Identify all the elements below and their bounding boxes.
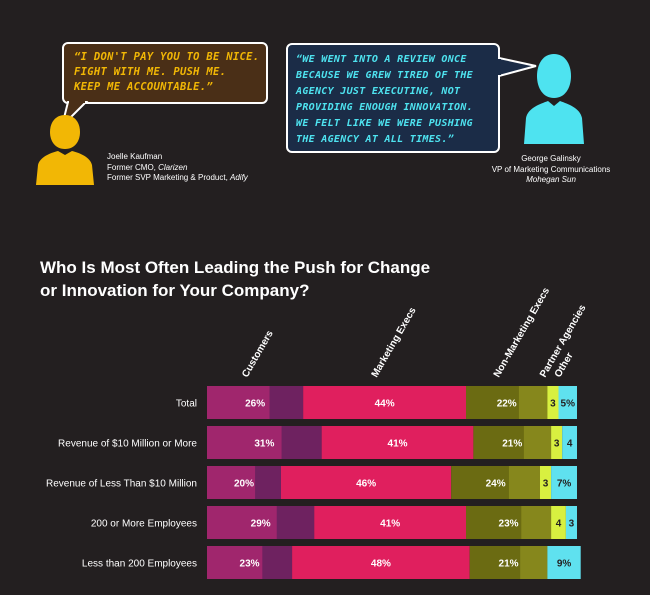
category-label: Total xyxy=(176,399,197,410)
data-label: 3 xyxy=(569,519,575,530)
category-label: Revenue of $10 Million or More xyxy=(58,439,197,450)
bar-segment-partner-agencies xyxy=(551,506,566,539)
data-label: 48% xyxy=(371,559,391,570)
quote-line: the agency at all times.” xyxy=(296,134,455,145)
data-label: 5% xyxy=(561,399,576,410)
quote-line: providing enough innovation. xyxy=(296,102,473,113)
data-label: 9% xyxy=(557,559,572,570)
person-name: Joelle Kaufman xyxy=(107,152,163,161)
quote-line: “I don't pay you to be nice. xyxy=(74,51,260,63)
quote-text-right: “We went into a review once because we g… xyxy=(288,45,498,148)
data-label: 23% xyxy=(240,559,260,570)
series-label-customers: Customers xyxy=(240,328,276,379)
bar-segment-shade-customers xyxy=(262,546,293,579)
chart-title: Who Is Most Often Leading the Push for C… xyxy=(40,256,430,302)
person-silhouette-left-icon xyxy=(36,115,94,185)
bar-segment-marketing-execs xyxy=(292,546,470,579)
data-label: 4 xyxy=(567,439,573,450)
bar-segment-other xyxy=(551,466,577,499)
person-title-2: Former SVP Marketing & Product, Adify xyxy=(107,173,248,182)
bar-segment-partner-agencies xyxy=(547,386,559,419)
quote-bubble-right: “We went into a review once because we g… xyxy=(286,43,500,153)
data-label: 41% xyxy=(380,519,400,530)
bar-segment-partner-agencies xyxy=(551,426,563,459)
bar-segment-shade-non-marketing-execs xyxy=(521,506,552,539)
bar-segment-shade-customers xyxy=(276,506,315,539)
category-label: 200 or More Employees xyxy=(91,519,197,530)
bar-segment-shade-non-marketing-execs xyxy=(508,466,540,499)
bar-segment-other xyxy=(558,386,577,419)
bar-segment-shade-non-marketing-execs xyxy=(520,546,548,579)
quote-line: We felt like we were pushing xyxy=(296,118,473,129)
data-label: 21% xyxy=(502,439,522,450)
chart-title-line: Who Is Most Often Leading the Push for C… xyxy=(40,258,431,277)
bar-segment-marketing-execs xyxy=(321,426,474,459)
credit-left: Joelle Kaufman Former CMO, Clarizen Form… xyxy=(107,152,248,184)
category-label: Less than 200 Employees xyxy=(82,559,197,570)
data-label: 20% xyxy=(234,479,254,490)
data-label: 31% xyxy=(254,439,274,450)
bar-segment-shade-non-marketing-execs xyxy=(523,426,552,459)
bar-segment-marketing-execs xyxy=(281,466,452,499)
data-label: 3 xyxy=(543,479,549,490)
quote-text-left: “I don't pay you to be nice. Fight with … xyxy=(64,44,266,95)
quote-line: because we grew tired of the xyxy=(296,70,473,81)
series-label-marketing-execs: Marketing Execs xyxy=(370,305,419,379)
speech-tail-right-icon xyxy=(497,56,537,78)
quote-line: Fight with me. Push me. xyxy=(74,66,227,78)
bar-segment-shade-customers xyxy=(255,466,281,499)
data-label: 22% xyxy=(497,399,517,410)
quote-line: agency just executing, not xyxy=(296,86,461,97)
data-label: 4 xyxy=(556,519,562,530)
person-title: Former CMO, Clarizen xyxy=(107,162,188,172)
bar-segment-shade-customers xyxy=(269,386,304,419)
bar-segment-other xyxy=(547,546,581,579)
quote-bubble-left: “I don't pay you to be nice. Fight with … xyxy=(62,42,268,104)
data-label: 24% xyxy=(486,479,506,490)
bar-segment-partner-agencies xyxy=(540,466,552,499)
quote-line: Keep me accountable.” xyxy=(74,81,214,93)
data-label: 26% xyxy=(245,399,265,410)
person-silhouette-right-icon xyxy=(524,54,584,144)
data-label: 23% xyxy=(499,519,519,530)
data-label: 3 xyxy=(554,439,560,450)
person-company: Mohegan Sun xyxy=(526,175,576,184)
data-label: 3 xyxy=(550,399,556,410)
bar-segment-other xyxy=(562,426,577,459)
data-label: 41% xyxy=(388,439,408,450)
data-label: 46% xyxy=(356,479,376,490)
person-name: George Galinsky xyxy=(521,154,581,163)
category-label: Revenue of Less Than $10 Million xyxy=(46,479,197,490)
bar-segment-other xyxy=(565,506,577,539)
bar-segment-shade-non-marketing-execs xyxy=(518,386,548,419)
data-label: 21% xyxy=(499,559,519,570)
quote-line: “We went into a review once xyxy=(296,54,467,65)
data-label: 7% xyxy=(557,479,572,490)
chart-title-line: or Innovation for Your Company? xyxy=(40,281,310,300)
bar-segment-marketing-execs xyxy=(303,386,466,419)
bar-segment-marketing-execs xyxy=(314,506,466,539)
data-label: 29% xyxy=(251,519,271,530)
bar-segment-shade-customers xyxy=(281,426,322,459)
data-label: 44% xyxy=(375,399,395,410)
credit-right: George Galinsky VP of Marketing Communic… xyxy=(466,154,636,186)
person-title: VP of Marketing Communications xyxy=(491,164,611,174)
